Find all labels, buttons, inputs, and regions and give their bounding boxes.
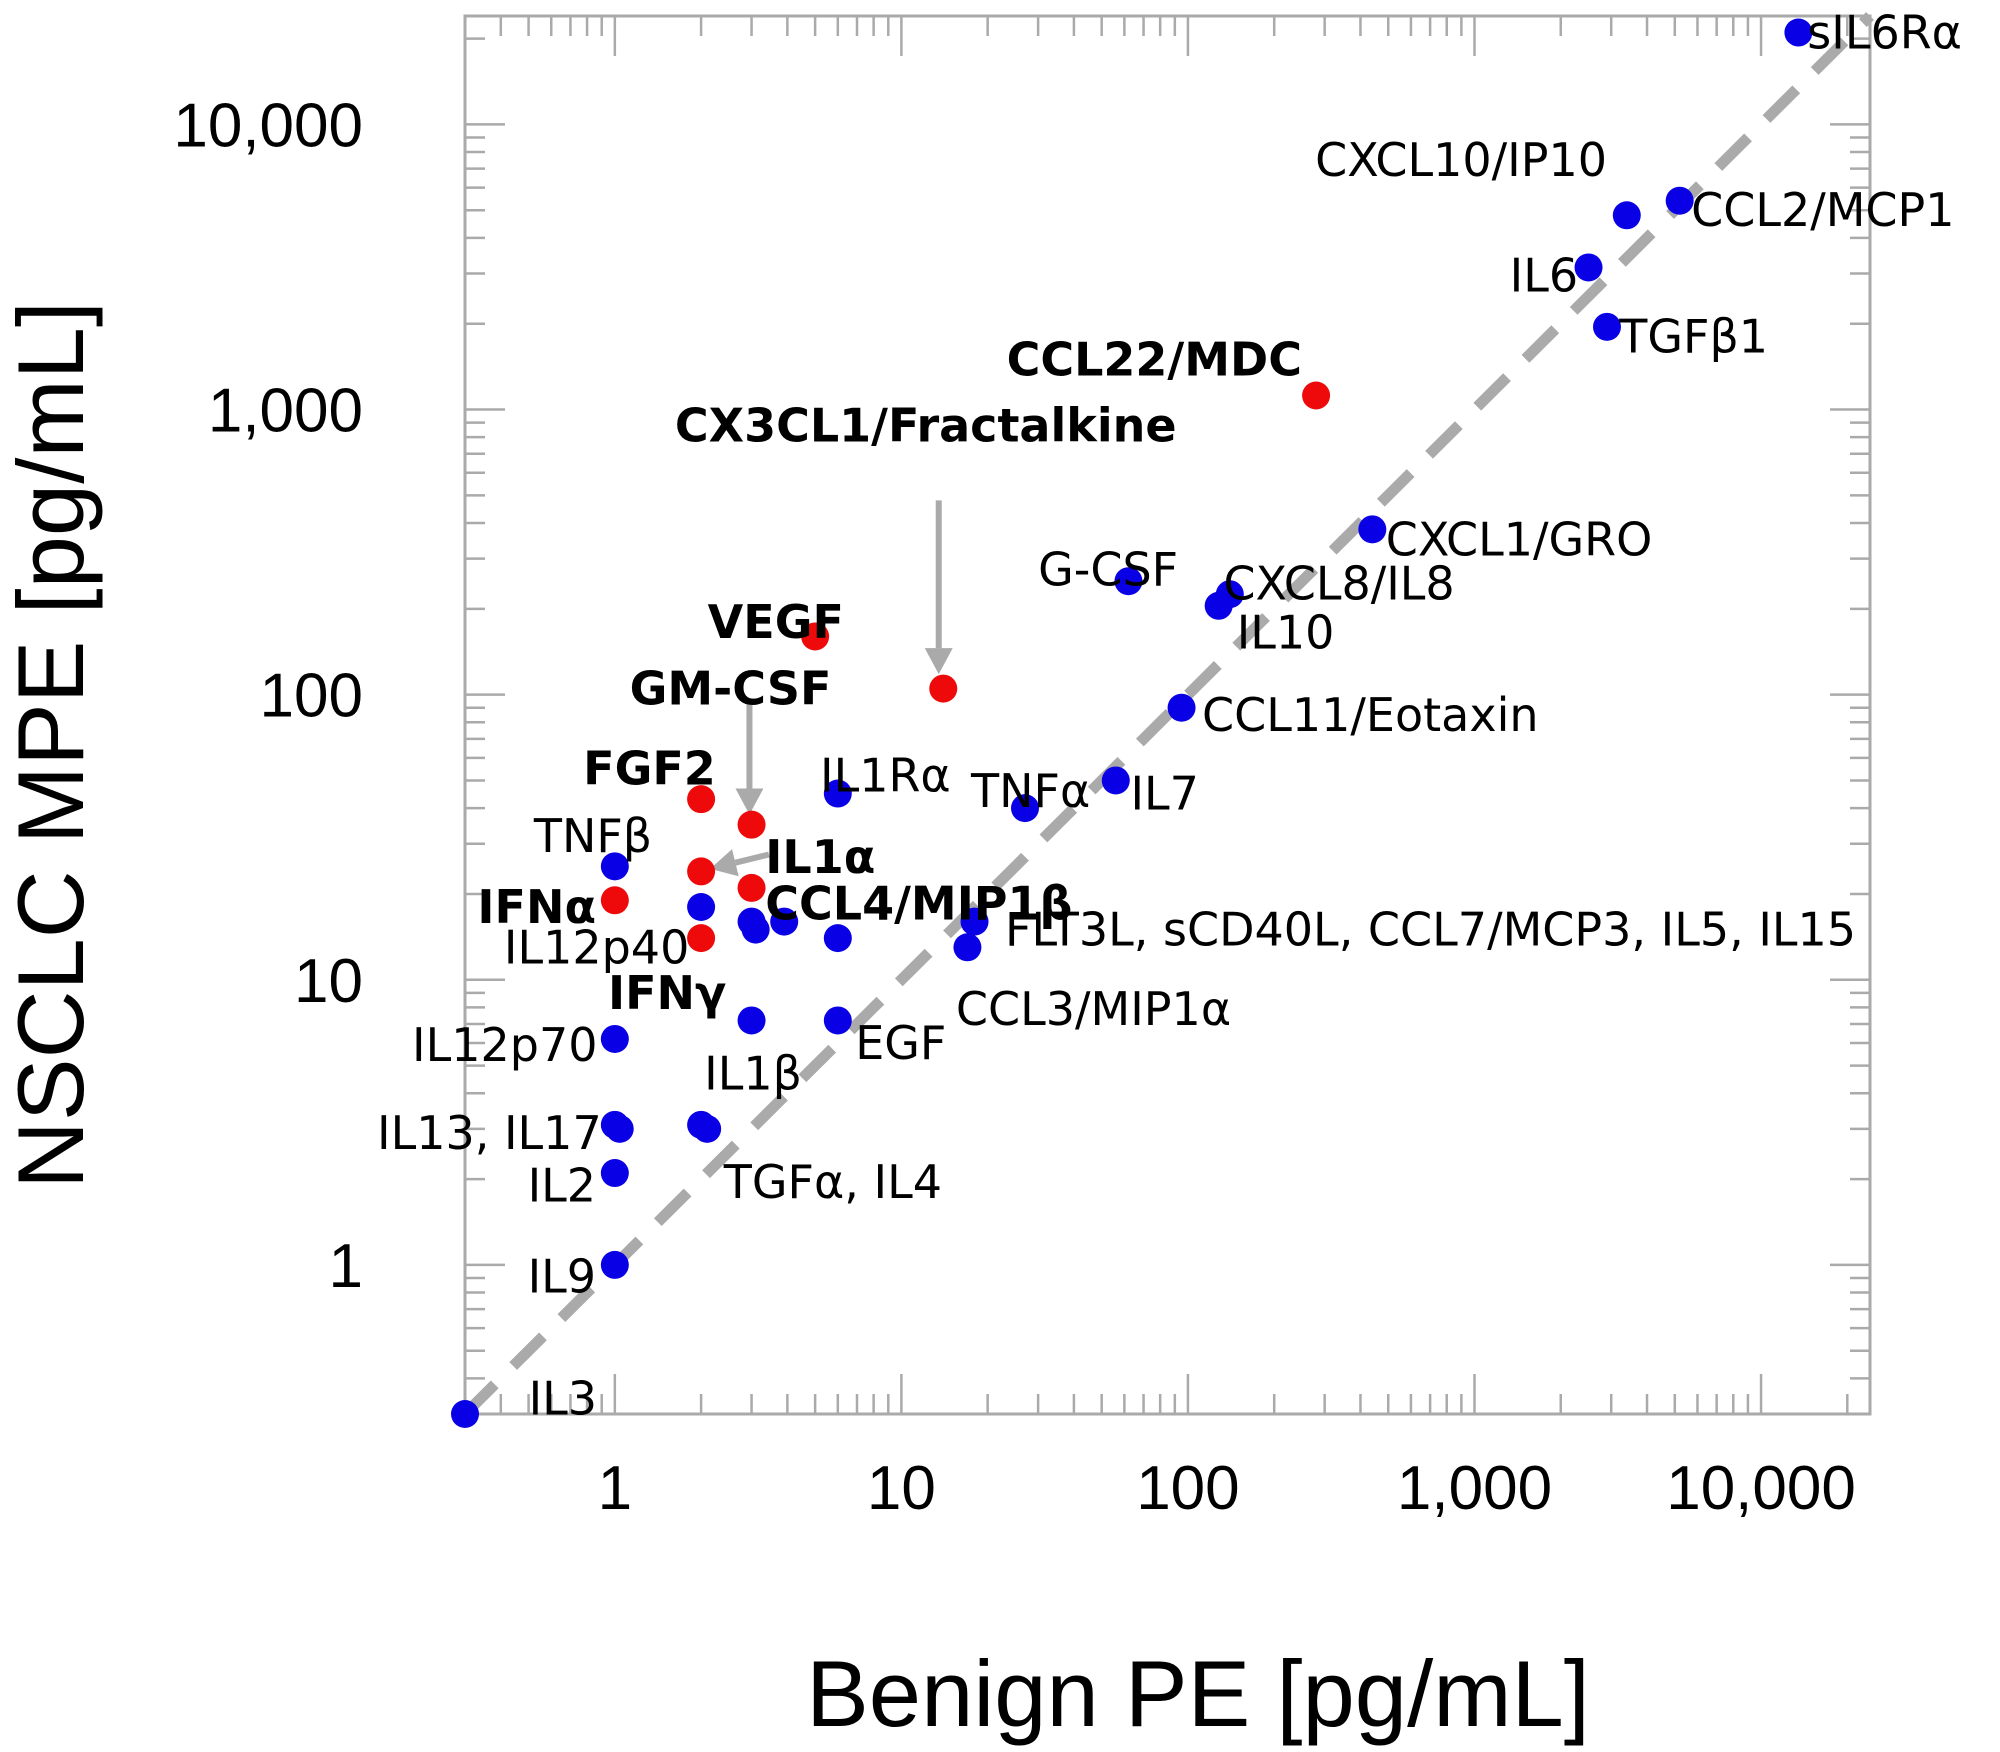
point-label: IL12p70 xyxy=(412,1018,597,1072)
y-tick-labels: 1 10 100 1,000 10,000 xyxy=(173,91,363,1301)
annotation-arrow-head xyxy=(710,849,739,877)
data-point-elevated xyxy=(737,873,766,902)
point-label: CCL3/MIP1α xyxy=(956,982,1231,1036)
x-tick-label: 10 xyxy=(867,1454,936,1523)
x-tick-label: 1,000 xyxy=(1397,1454,1552,1523)
minor-ticks xyxy=(463,16,1870,1416)
point-label: TGFα, IL4 xyxy=(723,1155,942,1209)
x-axis-title: Benign PE [pg/mL] xyxy=(806,1641,1590,1746)
data-point xyxy=(1114,567,1143,596)
plot-border xyxy=(463,14,1872,1416)
point-label: CCL11/Eotaxin xyxy=(1202,688,1539,742)
data-point xyxy=(693,1114,722,1143)
data-point xyxy=(823,924,852,953)
data-point xyxy=(823,779,852,808)
point-label: IL12p40 xyxy=(504,920,689,974)
point-label: IFNγ xyxy=(608,966,726,1020)
point-label: IL10 xyxy=(1237,606,1335,660)
annotation-arrow-head xyxy=(735,788,764,815)
annotation-arrow-head xyxy=(924,648,953,675)
data-point xyxy=(600,1250,629,1279)
point-label: G-CSF xyxy=(1038,542,1178,596)
x-tick-label: 10,000 xyxy=(1666,1454,1856,1523)
y-tick-label: 10 xyxy=(294,947,363,1016)
point-label: IFNα xyxy=(477,880,596,934)
data-point-elevated xyxy=(687,785,716,814)
data-point xyxy=(600,852,629,881)
y-tick-label: 1 xyxy=(329,1232,363,1301)
data-point xyxy=(770,907,799,936)
point-labels: sIL6Rα CXCL10/IP10 CCL2/MCP1 IL6 TGFβ1 CCL22/… xyxy=(377,6,1962,1426)
data-point xyxy=(737,1006,766,1035)
point-label: IL9 xyxy=(528,1250,596,1304)
point-label: TNFα xyxy=(970,764,1090,818)
data-point xyxy=(1665,186,1694,215)
data-point xyxy=(1592,312,1621,341)
data-point-elevated xyxy=(600,886,629,915)
data-point xyxy=(1358,515,1387,544)
point-label: IL1α xyxy=(765,830,875,884)
data-point-elevated xyxy=(687,924,716,953)
data-point xyxy=(1215,580,1244,609)
y-tick-label: 10,000 xyxy=(173,91,363,160)
point-label: FGF2 xyxy=(583,742,716,796)
data-point-elevated xyxy=(801,622,830,651)
point-label: CX3CL1/Fractalkine xyxy=(675,398,1177,452)
point-label: IL1Rα xyxy=(820,749,951,803)
data-points xyxy=(451,18,1813,1428)
point-label: TGFβ1 xyxy=(1618,310,1768,364)
point-label: CXCL8/IL8 xyxy=(1223,557,1454,611)
annotation-arrow-shaft xyxy=(734,851,770,866)
data-point xyxy=(1101,766,1130,795)
point-label: IL13, IL17 xyxy=(377,1106,602,1160)
data-point xyxy=(687,893,716,922)
data-point xyxy=(1784,18,1813,47)
data-point xyxy=(960,907,989,936)
data-point xyxy=(605,1114,634,1143)
point-label: IL6 xyxy=(1510,249,1578,303)
data-point xyxy=(1574,253,1603,282)
data-point xyxy=(1612,201,1641,230)
data-point xyxy=(1010,794,1039,823)
identity-dashed-line xyxy=(461,12,1874,1418)
data-point xyxy=(823,1006,852,1035)
data-point xyxy=(600,1024,629,1053)
data-point xyxy=(451,1400,479,1428)
data-point-elevated xyxy=(737,810,766,839)
point-label: IL1β xyxy=(704,1046,802,1100)
x-tick-label: 1 xyxy=(598,1454,632,1523)
data-point xyxy=(1167,693,1196,722)
point-label: IL7 xyxy=(1130,767,1198,821)
point-label: GM-CSF xyxy=(630,662,832,716)
data-point xyxy=(741,915,770,944)
reference-line xyxy=(461,12,1874,1418)
point-label: CCL4/MIP1β xyxy=(765,877,1072,931)
point-label: TNFβ xyxy=(533,809,652,863)
y-tick-label: 1,000 xyxy=(208,377,363,446)
point-label: CXCL1/GRO xyxy=(1386,513,1653,567)
y-axis-title: NSCLC MPE [pg/mL] xyxy=(0,301,103,1189)
point-label: EGF xyxy=(855,1016,946,1070)
point-label: VEGF xyxy=(708,595,844,649)
point-label: FLT3L, sCD40L, CCL7/MCP3, IL5, IL15 xyxy=(1005,903,1856,957)
data-point-elevated xyxy=(687,857,716,886)
point-label: IL2 xyxy=(528,1158,596,1212)
y-tick-label: 100 xyxy=(260,662,363,731)
data-point xyxy=(953,933,982,962)
point-label: sIL6Rα xyxy=(1807,6,1962,60)
x-tick-label: 100 xyxy=(1136,1454,1239,1523)
data-point-elevated xyxy=(929,674,958,703)
data-point-elevated xyxy=(1302,381,1331,410)
point-label: IL3 xyxy=(529,1372,597,1426)
point-label: CXCL10/IP10 xyxy=(1315,133,1607,187)
point-label: CCL2/MCP1 xyxy=(1691,183,1954,237)
data-point xyxy=(600,1159,629,1188)
point-label: CCL22/MDC xyxy=(1007,332,1302,386)
plot-frame xyxy=(463,14,1872,1416)
x-tick-labels: 1 10 100 1,000 10,000 xyxy=(598,1454,1856,1523)
annotation-arrows xyxy=(710,500,953,877)
